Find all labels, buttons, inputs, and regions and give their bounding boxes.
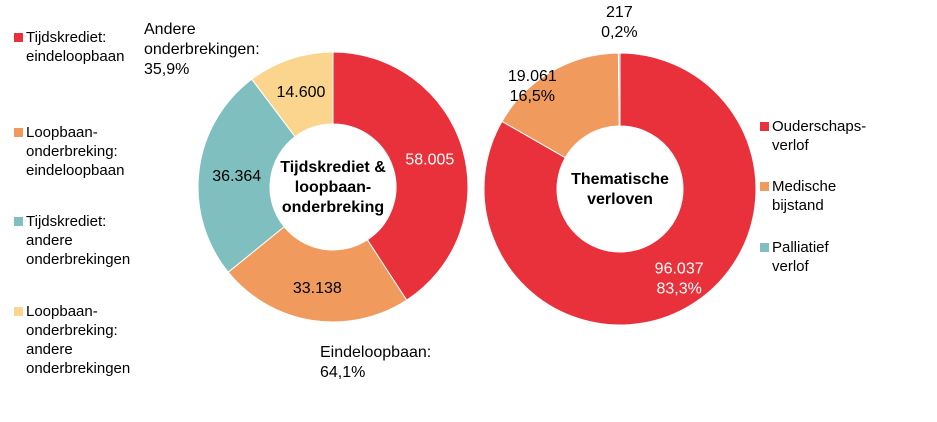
legend-swatch xyxy=(760,243,769,252)
legend-swatch xyxy=(14,128,23,137)
legend-label: Loopbaan- onderbreking: andere onderbrek… xyxy=(26,303,131,377)
annotation-eindeloopbaan: Eindeloopbaan: 64,1% xyxy=(320,344,432,381)
donut-slice xyxy=(501,52,620,159)
donut-slice xyxy=(197,78,296,273)
legend-swatch xyxy=(14,307,23,316)
legend-swatch xyxy=(14,33,23,42)
slice-value-label: 19.061 xyxy=(508,68,557,85)
legend-label: Medische bijstand xyxy=(772,178,837,214)
donut-slice xyxy=(332,51,469,301)
center-title-line: verloven xyxy=(587,191,653,208)
slice-value-label: 96.037 xyxy=(655,260,704,277)
legend-label: Tijdskrediet: eindeloopbaan xyxy=(26,29,125,65)
slice-value-label: 58.005 xyxy=(405,151,454,168)
slice-percent-label: 83,3% xyxy=(656,280,701,297)
center-title-line: onderbreking xyxy=(282,199,384,216)
center-title-line: Tijdskrediet & xyxy=(280,159,386,176)
slice-value-label: 217 xyxy=(606,4,633,21)
slice-value-label: 33.138 xyxy=(293,280,342,297)
donut-slice xyxy=(227,226,408,323)
legend-label: Palliatief verlof xyxy=(772,239,829,275)
legend-swatch xyxy=(14,217,23,226)
legend-label: Ouderschaps- verlof xyxy=(772,118,867,154)
annotation-andere-onderbrekingen: Andere onderbrekingen: 35,9% xyxy=(144,21,260,78)
slice-percent-label: 0,2% xyxy=(601,24,637,41)
legend-label: Tijdskrediet: andere onderbrekingen xyxy=(26,213,131,268)
slice-percent-label: 16,5% xyxy=(510,88,555,105)
donut-slice xyxy=(483,52,757,326)
center-title-line: Thematische xyxy=(571,171,669,188)
center-title-line: loopbaan- xyxy=(295,179,371,196)
slice-value-label: 36.364 xyxy=(212,168,261,185)
legend-label: Loopbaan- onderbreking: eindeloopbaan xyxy=(26,124,125,179)
donut-slice xyxy=(251,51,334,138)
legend-swatch xyxy=(760,182,769,191)
donut-slice xyxy=(617,52,621,127)
slice-value-label: 14.600 xyxy=(276,84,325,101)
legend-swatch xyxy=(760,122,769,131)
